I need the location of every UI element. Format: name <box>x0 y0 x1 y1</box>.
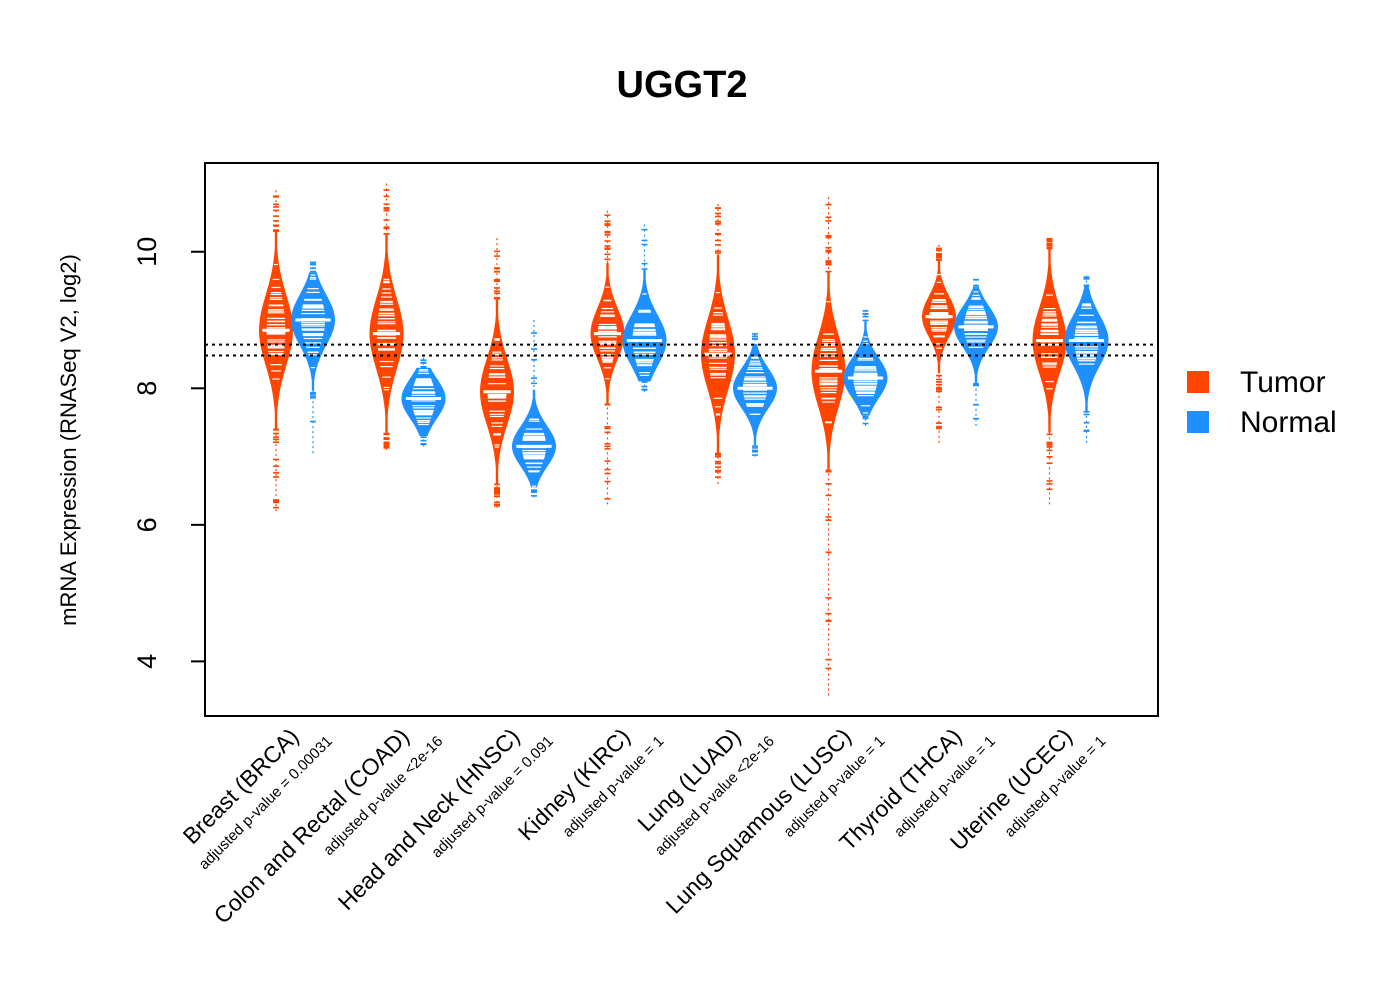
category-group <box>480 238 556 508</box>
legend: Tumor Normal <box>1187 366 1337 439</box>
legend-swatch <box>1187 371 1209 393</box>
plot-frame <box>204 162 1159 717</box>
y-tick-label: 4 <box>132 654 162 669</box>
y-tick-label: 10 <box>132 237 162 267</box>
normal-violin <box>733 343 777 445</box>
violins-layer <box>259 183 1109 696</box>
normal-violin <box>954 289 998 384</box>
y-axis: 4 6 8 10 <box>132 237 206 669</box>
legend-label: Tumor <box>1240 366 1326 399</box>
category-group <box>701 203 777 484</box>
x-axis-labels: Breast (BRCA)adjusted p-value = 0.00031C… <box>178 723 1110 928</box>
category-group <box>811 197 888 696</box>
reference-lines <box>205 343 1158 357</box>
chart-title: UGGT2 <box>617 64 748 106</box>
normal-violin <box>401 367 446 437</box>
legend-swatch <box>1187 411 1209 433</box>
y-axis-title: mRNA Expression (RNASeq V2, log2) <box>56 254 81 626</box>
category-group <box>590 210 667 505</box>
y-tick-label: 8 <box>132 381 162 396</box>
normal-violin <box>291 272 335 391</box>
y-tick-label: 6 <box>132 517 162 532</box>
category-group <box>369 183 446 450</box>
legend-label: Normal <box>1240 406 1337 439</box>
category-group <box>259 190 335 512</box>
category-group <box>922 244 998 443</box>
category-group <box>1032 237 1109 505</box>
